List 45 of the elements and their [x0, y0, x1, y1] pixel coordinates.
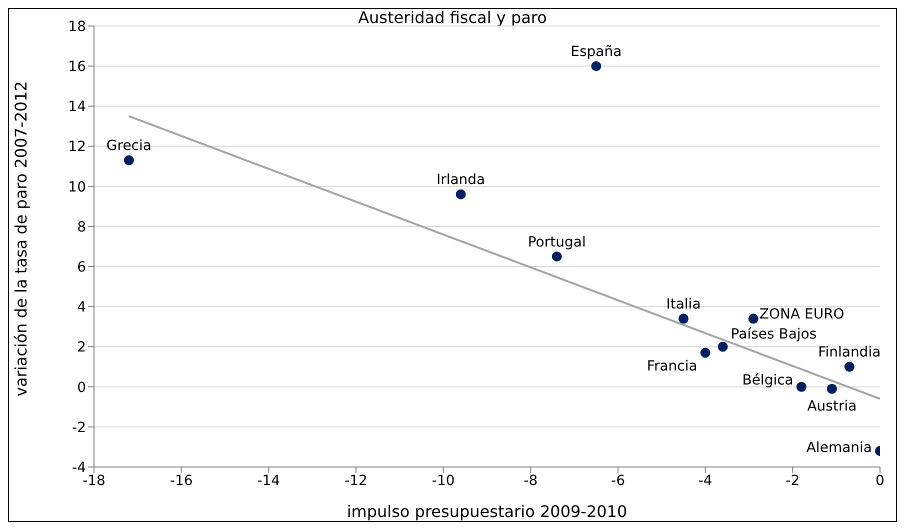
point — [796, 382, 806, 392]
y-tick-label: 14 — [68, 99, 86, 116]
point — [844, 362, 854, 372]
y-tick-label: 10 — [68, 179, 86, 196]
y-axis-title: variación de la tasa de paro 2007-2012 — [12, 81, 31, 396]
x-tick-label: 0 — [876, 472, 884, 489]
point — [456, 189, 466, 200]
y-tick-label: 12 — [68, 139, 86, 156]
point — [700, 348, 710, 358]
y-tick-label: 4 — [77, 300, 86, 316]
y-tick-label: 2 — [77, 340, 86, 356]
point — [552, 252, 562, 262]
annotation: Países Bajos — [730, 326, 817, 343]
x-tick-label: -6 — [611, 472, 626, 489]
y-tick-label: 6 — [77, 260, 86, 276]
annotation: Bélgica — [742, 372, 794, 389]
annotation: Finlandia — [818, 344, 881, 361]
x-tick-label: -12 — [344, 472, 368, 489]
annotation: Austria — [807, 398, 857, 415]
annotation: Portugal — [528, 234, 586, 250]
y-tick-label: 0 — [77, 380, 86, 396]
x-tick-label: -10 — [432, 472, 455, 489]
x-tick-label: -16 — [170, 472, 193, 489]
x-tick-label: -14 — [257, 472, 280, 489]
point — [826, 384, 837, 394]
point — [678, 314, 688, 324]
y-tick-label: 16 — [68, 59, 86, 76]
annotation: Italia — [666, 296, 701, 312]
x-tick-label: -2 — [786, 472, 800, 489]
x-tick-label: -8 — [524, 472, 538, 489]
point — [748, 314, 758, 324]
annotation: Alemania — [806, 440, 872, 456]
point — [591, 61, 602, 72]
y-tick-label: 8 — [77, 219, 86, 236]
point — [124, 155, 134, 166]
annotation: Grecia — [106, 138, 152, 154]
point — [718, 342, 728, 352]
annotation: España — [570, 44, 622, 60]
x-tick-label: -4 — [698, 472, 712, 489]
annotation: ZONA EURO — [759, 306, 844, 322]
y-tick-label: 18 — [68, 18, 86, 35]
x-axis-title: impulso presupuestario 2009-2010 — [346, 502, 628, 521]
annotation: Francia — [646, 358, 698, 375]
annotation: Irlanda — [436, 172, 486, 188]
y-tick-label: -2 — [72, 420, 86, 436]
